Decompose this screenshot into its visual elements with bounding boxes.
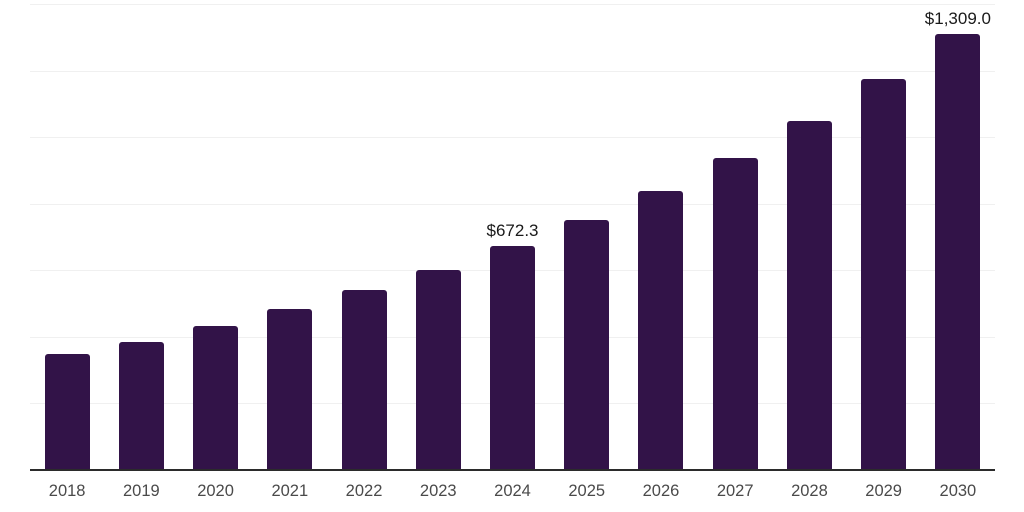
x-tick-label-2018: 2018 [48,482,86,500]
x-tick-label-2029: 2029 [865,482,902,500]
x-tick-label-2030: 2030 [939,482,977,500]
bar-2027 [712,158,758,470]
x-tick-label-2021: 2021 [271,482,309,500]
bar-2026 [638,190,684,470]
bar-2020 [193,325,239,470]
x-tick-label-2025: 2025 [568,482,606,500]
x-tick-label-2019: 2019 [122,482,160,500]
x-tick-label-2024: 2024 [494,482,531,500]
x-tick-label-2023: 2023 [419,482,457,500]
gridline-1400 [30,4,995,5]
bar-2023 [415,269,461,470]
bar-2030 [935,34,981,470]
bar-2029 [861,78,907,470]
x-axis-line [30,469,995,471]
gridline-800 [30,203,995,205]
x-tick-label-2028: 2028 [791,482,828,500]
bar-2025 [564,220,610,470]
gridline-1200 [30,70,995,72]
x-tick-label-2020: 2020 [197,482,234,500]
x-tick-label-2027: 2027 [716,482,754,500]
x-tick-label-2026: 2026 [642,482,680,500]
bar-2024 [490,246,535,470]
bar-2022 [341,290,387,470]
bar-2028 [786,121,832,470]
bar-2019 [118,341,164,470]
value-label-2030: $1,309.0 [924,9,991,29]
gridline-1000 [30,137,995,139]
bar-2018 [44,354,90,470]
bar-2021 [267,309,313,470]
plot-area: 2018 2019 2020 2021 2022 2023 2024 $672.3 2025 20… [30,0,995,512]
value-label-2024: $672.3 [486,221,539,241]
x-tick-label-2022: 2022 [345,482,383,500]
